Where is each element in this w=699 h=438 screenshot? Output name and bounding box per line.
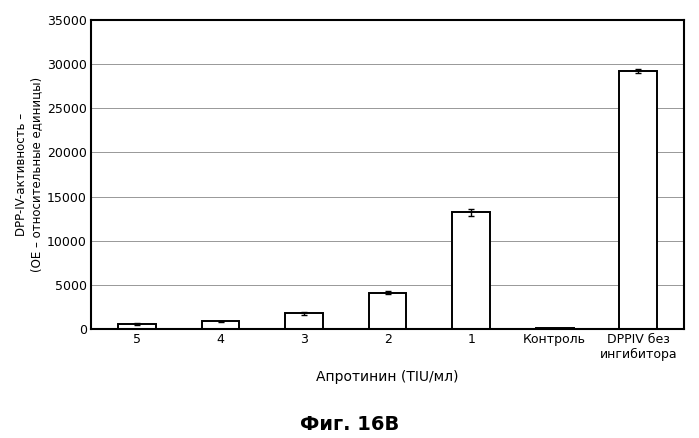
Bar: [536, 328, 573, 329]
Bar: [285, 313, 323, 329]
Bar: [202, 321, 239, 329]
Bar: [452, 212, 490, 329]
Text: Фиг. 16В: Фиг. 16В: [300, 415, 399, 434]
Bar: [619, 71, 657, 329]
Bar: [118, 324, 156, 329]
Y-axis label: DPP-IV-активность –
(ОЕ – относительные единицы): DPP-IV-активность – (ОЕ – относительные …: [15, 77, 43, 272]
Bar: [369, 293, 406, 329]
X-axis label: Апротинин (TIU/мл): Апротинин (TIU/мл): [317, 370, 459, 384]
